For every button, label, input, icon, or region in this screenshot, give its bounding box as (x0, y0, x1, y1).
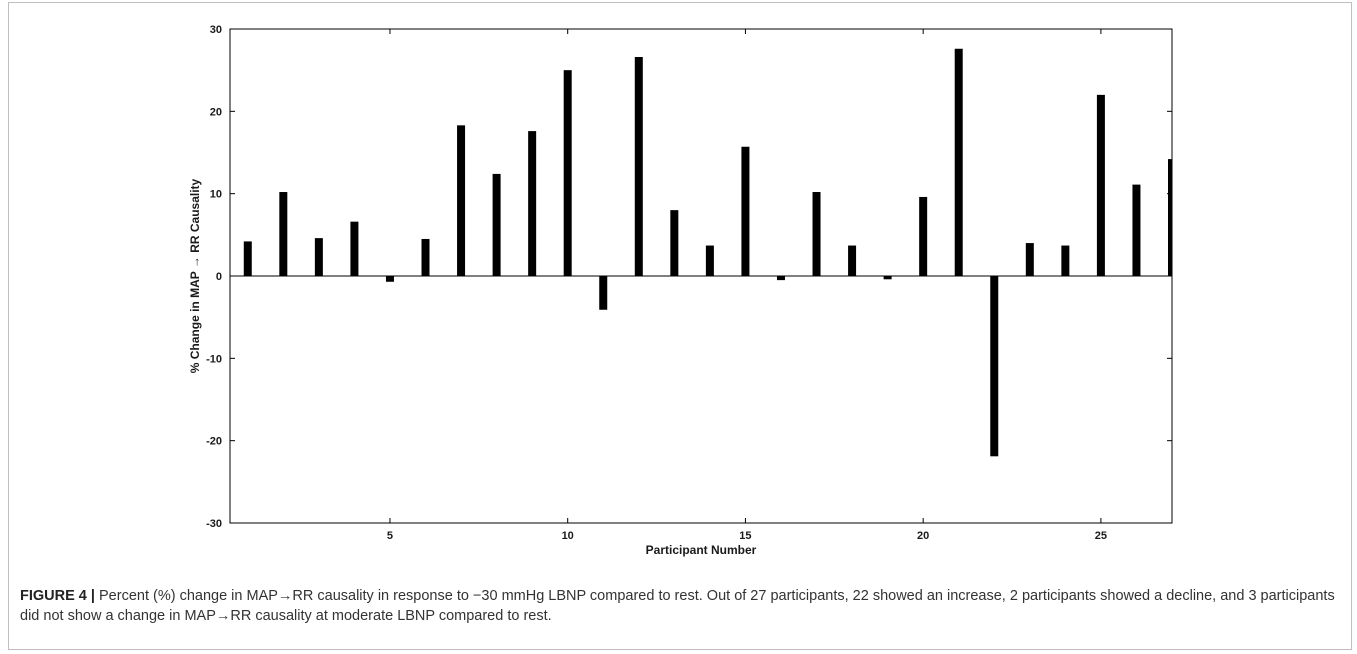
figure-frame (8, 2, 1352, 650)
bar-participant-6 (421, 238, 430, 276)
bar-participant-7 (457, 125, 466, 276)
bar-participant-19 (883, 276, 892, 280)
bar-participant-9 (528, 131, 537, 276)
bar-participant-22 (990, 276, 999, 457)
x-axis-title: Participant Number (646, 543, 757, 557)
x-tick-label: 5 (387, 530, 393, 542)
x-tick-label: 25 (1095, 530, 1107, 542)
bar-participant-25 (1096, 94, 1105, 276)
bar-participant-17 (812, 192, 821, 276)
y-axis-ticks: -30 -20 -10 0 10 20 30 (206, 24, 1172, 530)
figure-label: FIGURE 4 | (20, 588, 95, 604)
bar-participant-8 (492, 173, 501, 276)
bar-participant-21 (954, 48, 963, 277)
bar-participant-1 (243, 241, 252, 276)
bar-participant-11 (599, 276, 608, 310)
x-tick-label: 10 (562, 530, 574, 542)
bar-participant-3 (314, 238, 323, 276)
bar-participant-24 (1061, 245, 1070, 276)
bar-participant-12 (634, 56, 643, 276)
x-tick-label: 20 (917, 530, 929, 542)
bar-chart: -30 -20 -10 0 10 20 30 5 10 15 20 25 % Change in M… (188, 24, 1173, 557)
bar-participant-13 (670, 210, 679, 276)
y-tick-label: -10 (206, 353, 222, 365)
bar-participant-20 (919, 196, 928, 276)
bar-participant-15 (741, 146, 750, 276)
bar-participant-14 (705, 245, 714, 276)
bar-participant-23 (1025, 243, 1034, 276)
bar-participant-16 (776, 276, 785, 281)
bar-participant-2 (279, 192, 288, 276)
y-tick-label: 0 (216, 271, 222, 283)
y-tick-label: -20 (206, 436, 222, 448)
figure-caption: FIGURE 4 | Percent (%) change in MAP→RR … (20, 586, 1340, 626)
y-axis-title: % Change in MAP → RR Causality (188, 178, 202, 373)
bar-participant-18 (848, 245, 857, 276)
y-tick-label: 30 (210, 24, 222, 36)
bar-participant-27 (1168, 159, 1172, 276)
x-tick-label: 15 (739, 530, 751, 542)
bars-group (243, 48, 1172, 457)
y-tick-label: 20 (210, 106, 222, 118)
bar-participant-4 (350, 221, 359, 276)
bar-participant-10 (563, 70, 572, 277)
y-tick-label: 10 (210, 189, 222, 201)
y-tick-label: -30 (206, 518, 222, 530)
bar-participant-5 (385, 276, 394, 282)
bar-participant-26 (1132, 184, 1141, 276)
x-axis-ticks: 5 10 15 20 25 (387, 29, 1107, 542)
caption-text: Percent (%) change in MAP→RR causality i… (20, 588, 1335, 624)
